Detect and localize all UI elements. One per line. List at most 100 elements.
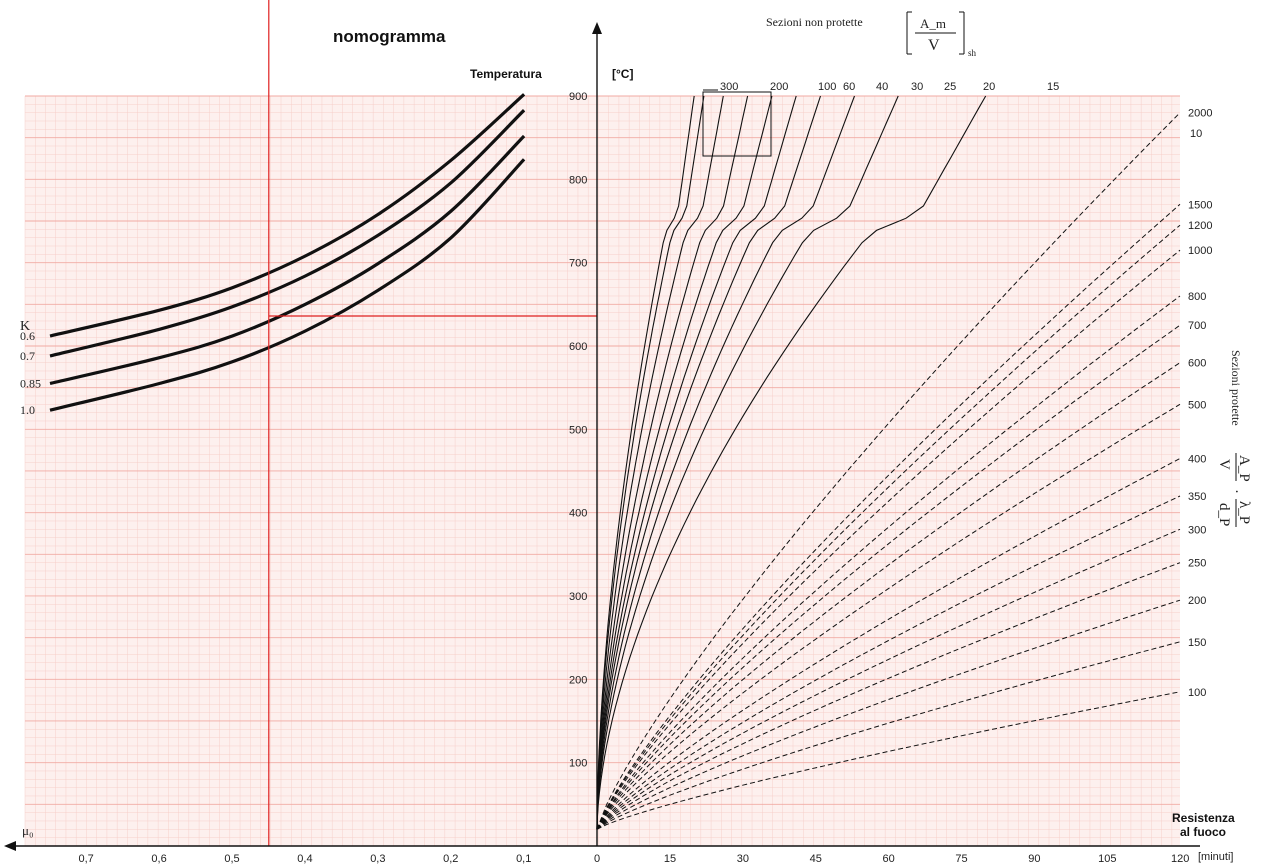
protected-curve-label: 1500 <box>1188 199 1212 211</box>
x-tick-label: 30 <box>737 853 749 865</box>
unprotected-curve-60 <box>596 95 749 830</box>
protected-curve-600 <box>596 362 1181 830</box>
protected-curve-400 <box>596 458 1181 830</box>
unprotected-formula-subscript: sh <box>968 48 977 58</box>
unprotected-curve-25 <box>596 95 822 830</box>
y-axis-label: Temperatura <box>470 67 542 81</box>
mu0-tick-label: 0,2 <box>443 853 458 865</box>
protected-formula-dp: d_P <box>1216 503 1232 526</box>
unprotected-curve-20 <box>596 95 856 830</box>
temperature-curves: 2000 1500 1200 1000 800 700 600 500 400 350 300 250… <box>596 81 1212 830</box>
protected-curve-350 <box>596 495 1181 830</box>
unprotected-curve-label: 300 <box>720 81 738 93</box>
protected-curve-100 <box>596 691 1181 830</box>
unprotected-curve-label: 60 <box>843 81 855 93</box>
protected-curve-label: 2000 <box>1188 108 1212 120</box>
unprotected-curve-label: 15 <box>1047 81 1059 93</box>
axes <box>4 22 1200 851</box>
unprotected-curve-200 <box>596 95 705 830</box>
protected-curve-1000 <box>596 249 1181 830</box>
unprotected-curve-label: 10 <box>1190 128 1202 140</box>
k-curve-label: 0.7 <box>20 349 35 363</box>
k-label: K <box>20 319 30 334</box>
protected-curve-500 <box>596 403 1181 830</box>
x-tick-label: 60 <box>883 853 895 865</box>
detail-box <box>702 91 772 157</box>
k-curve-1-0 <box>49 158 526 412</box>
k-curve-label: 0.85 <box>20 377 41 391</box>
unprotected-formula-denominator: V <box>928 37 940 54</box>
protected-curve-2000 <box>596 112 1181 830</box>
unprotected-curve-label: 40 <box>876 81 888 93</box>
k-curves: 0.6 0.7 0.85 1.0 <box>20 0 597 846</box>
mu0-tick-label: 0,1 <box>516 853 531 865</box>
k-curve-label: 1.0 <box>20 403 35 417</box>
y-tick-label: 700 <box>569 258 587 270</box>
unprotected-curve-15 <box>596 95 899 830</box>
x-tick-label: 45 <box>810 853 822 865</box>
protected-curve-label: 1200 <box>1188 220 1212 232</box>
y-tick-label: 600 <box>569 341 587 353</box>
unprotected-curve-label: 100 <box>818 81 836 93</box>
mu0-tick-label: 0,3 <box>370 853 385 865</box>
protected-formula: A_P V · λ_Pd_P <box>1216 453 1252 527</box>
y-tick-label: 900 <box>569 91 587 103</box>
protected-curve-label: 400 <box>1188 454 1206 466</box>
x-tick-label: 75 <box>955 853 967 865</box>
unprotected-curve-label: 30 <box>911 81 923 93</box>
protected-curve-150 <box>596 641 1181 830</box>
x-tick-label: 105 <box>1098 853 1116 865</box>
protected-curve-label: 800 <box>1188 291 1206 303</box>
protected-curve-250 <box>596 562 1181 830</box>
protected-curve-1500 <box>596 203 1181 830</box>
protected-curve-label: 200 <box>1188 595 1206 607</box>
x-tick-label: 120 <box>1171 853 1189 865</box>
protected-formula-lambda: λ_P <box>1236 501 1252 524</box>
protected-title: Sezioni protette <box>1229 350 1243 426</box>
x-tick-label: 0 <box>594 853 600 865</box>
unprotected-curve-10 <box>596 95 987 830</box>
y-tick-label: 400 <box>569 508 587 520</box>
protected-formula-v: V <box>1216 459 1232 470</box>
protected-curve-label: 150 <box>1188 637 1206 649</box>
unprotected-curve-label: 200 <box>770 81 788 93</box>
protected-curve-label: 100 <box>1188 687 1206 699</box>
mu0-tick-label: 0,6 <box>151 853 166 865</box>
k-curve-0-85 <box>49 134 526 386</box>
k-curve-0-6 <box>49 93 526 338</box>
labels: 100 200 300 400 500 600 700 800 900 0 15 30 45 60 75 90… <box>78 11 1252 865</box>
y-axis-unit: [°C] <box>612 67 633 81</box>
y-tick-label: 800 <box>569 174 587 186</box>
protected-curve-label: 250 <box>1188 558 1206 570</box>
y-tick-label: 300 <box>569 591 587 603</box>
x-axis-unit: [minuti] <box>1198 851 1233 863</box>
k-curve-label: 0.6 <box>20 329 35 343</box>
protected-curve-label: 1000 <box>1188 245 1212 257</box>
protected-formula-dot: · <box>1228 489 1244 494</box>
mu0-tick-label: 0,5 <box>224 853 239 865</box>
y-tick-label: 100 <box>569 758 587 770</box>
x-axis-label-line2: al fuoco <box>1180 825 1226 839</box>
x-tick-label: 15 <box>664 853 676 865</box>
x-axis-label-line1: Resistenza <box>1172 811 1235 825</box>
protected-curve-label: 300 <box>1188 524 1206 536</box>
k-curve-0-7 <box>49 109 526 358</box>
protected-formula-ap: A_P <box>1236 455 1252 482</box>
protected-curve-300 <box>596 528 1181 830</box>
protected-curve-label: 350 <box>1188 491 1206 503</box>
unprotected-curve-100 <box>596 95 724 830</box>
y-tick-label: 200 <box>569 674 587 686</box>
mu0-tick-label: 0,4 <box>297 853 312 865</box>
protected-curve-label: 600 <box>1188 358 1206 370</box>
y-axis-arrow <box>592 22 602 34</box>
x-tick-label: 90 <box>1028 853 1040 865</box>
unprotected-formula-numerator: A_m <box>920 16 946 31</box>
chart-title: nomogramma <box>333 27 446 46</box>
unprotected-curve-label: 20 <box>983 81 995 93</box>
unprotected-curve-40 <box>596 95 773 830</box>
protected-curve-700 <box>596 324 1181 830</box>
y-tick-label: 500 <box>569 424 587 436</box>
protected-curve-label: 500 <box>1188 399 1206 411</box>
unprotected-curve-label: 25 <box>944 81 956 93</box>
